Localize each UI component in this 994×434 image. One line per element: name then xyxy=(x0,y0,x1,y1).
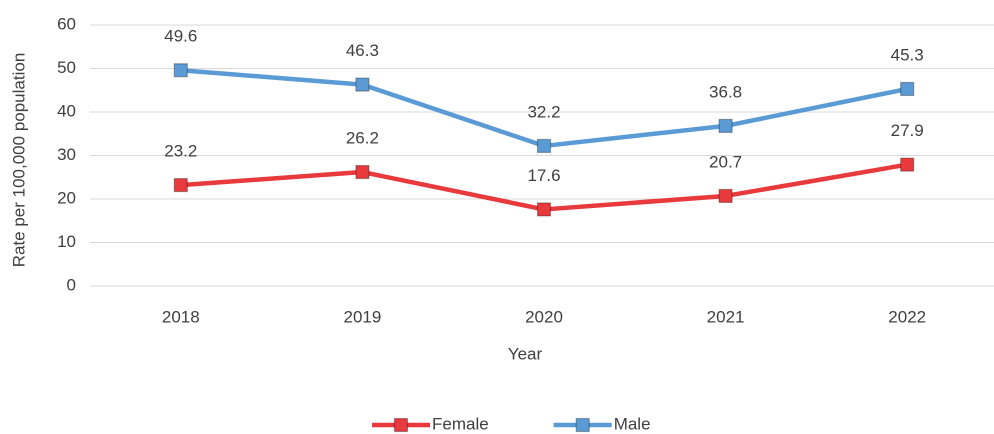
x-tick-label: 2022 xyxy=(888,307,926,326)
legend-label: Female xyxy=(432,414,489,433)
y-axis-title: Rate per 100,000 population xyxy=(9,53,28,268)
data-point xyxy=(355,164,370,180)
legend-marker xyxy=(575,417,590,433)
data-point xyxy=(173,177,188,193)
data-label: 49.6 xyxy=(164,27,197,46)
x-axis-title: Year xyxy=(508,344,543,363)
data-point xyxy=(900,81,915,97)
data-point xyxy=(718,188,733,204)
data-label: 45.3 xyxy=(891,45,924,64)
data-point xyxy=(718,118,733,134)
data-point xyxy=(173,63,188,78)
legend-marker xyxy=(393,417,409,433)
legend-label: Male xyxy=(614,414,651,433)
data-point xyxy=(536,202,552,217)
data-label: 32.2 xyxy=(527,102,560,121)
data-label: 46.3 xyxy=(346,41,379,60)
y-tick-label: 50 xyxy=(57,58,76,77)
y-tick-label: 40 xyxy=(57,101,76,120)
x-tick-label: 2018 xyxy=(162,307,200,326)
data-point xyxy=(355,77,370,92)
x-tick-label: 2020 xyxy=(525,307,563,326)
y-tick-label: 10 xyxy=(57,232,76,251)
y-tick-label: 60 xyxy=(57,14,76,33)
y-tick-label: 20 xyxy=(57,188,76,207)
data-label: 36.8 xyxy=(709,82,742,101)
y-tick-label: 0 xyxy=(67,275,76,294)
data-label: 23.2 xyxy=(164,142,197,161)
data-label: 26.2 xyxy=(346,129,379,148)
data-label: 20.7 xyxy=(709,152,742,171)
data-point xyxy=(900,157,915,172)
data-point xyxy=(536,138,552,154)
data-label: 17.6 xyxy=(527,166,560,185)
x-tick-label: 2021 xyxy=(707,307,745,326)
x-tick-label: 2019 xyxy=(343,307,381,326)
y-tick-label: 30 xyxy=(57,145,76,164)
data-label: 27.9 xyxy=(891,121,924,140)
